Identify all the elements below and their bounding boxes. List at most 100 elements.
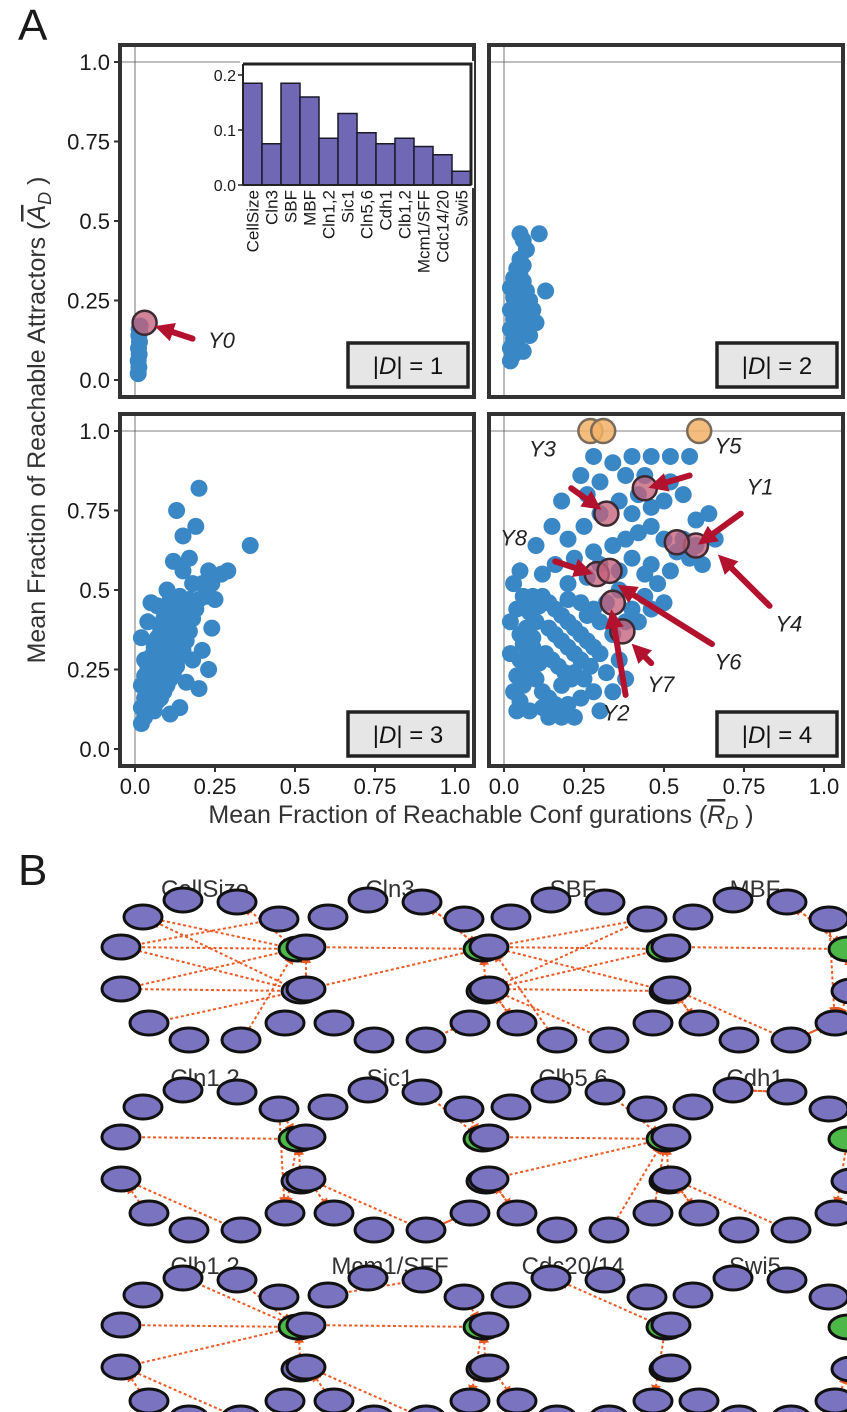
data-point <box>136 651 154 669</box>
inset-bar <box>394 137 415 186</box>
network-edge <box>294 1144 305 1174</box>
network-edge <box>613 1144 662 1224</box>
annotation-label: Y2 <box>603 700 630 725</box>
d-label: |D| = 3 <box>373 722 444 749</box>
network-node <box>632 1199 674 1227</box>
network-edge <box>496 984 660 995</box>
y-tick-label: 0.5 <box>79 578 110 603</box>
data-point <box>591 702 609 720</box>
data-point <box>553 676 571 694</box>
annotation-label: Y8 <box>500 525 528 550</box>
network-node <box>814 1387 847 1412</box>
data-point <box>575 670 593 688</box>
data-point <box>604 454 622 472</box>
network-edge <box>294 1332 305 1362</box>
y-tick-label: 0.25 <box>67 658 110 683</box>
network-node <box>216 888 258 916</box>
data-point <box>190 680 208 698</box>
network-node <box>650 1353 692 1381</box>
network-node <box>449 1009 491 1037</box>
network-node-active <box>827 935 847 963</box>
network-node <box>285 1311 327 1339</box>
network-2: Cln3 <box>285 876 507 1054</box>
panel-frame <box>487 43 845 399</box>
network-node <box>405 1216 447 1244</box>
d-label: |D| = 1 <box>373 353 444 380</box>
data-point <box>617 467 635 485</box>
network-node <box>122 1093 164 1121</box>
network-node <box>353 1216 395 1244</box>
network-node <box>808 905 847 933</box>
data-point <box>530 654 548 672</box>
d-label-part: | = 2 <box>765 353 812 380</box>
network-node <box>128 1009 170 1037</box>
y-axis-label-sub: D <box>35 192 55 205</box>
data-point <box>559 591 577 609</box>
network-edge <box>496 945 660 991</box>
network-node <box>678 1387 720 1412</box>
d-label-part: | = 4 <box>765 722 812 749</box>
network-node <box>538 1404 576 1412</box>
data-point <box>572 594 590 612</box>
network-node <box>496 1199 538 1227</box>
data-point <box>190 479 208 497</box>
network-node <box>650 1311 692 1339</box>
data-point <box>161 705 179 723</box>
network-node <box>766 1266 808 1294</box>
annotation-arrow <box>154 323 196 342</box>
data-point <box>219 562 237 580</box>
data-point <box>572 467 590 485</box>
network-node <box>584 1266 626 1294</box>
data-point <box>559 695 577 713</box>
data-point <box>180 549 198 567</box>
network-node <box>222 1404 260 1412</box>
data-point <box>203 619 221 637</box>
d-label-box <box>715 341 839 389</box>
network-edge <box>128 984 292 995</box>
network-node <box>468 975 510 1003</box>
network-node <box>584 888 626 916</box>
network-node <box>672 903 714 931</box>
inset-category-label: Clb1,2 <box>396 190 415 239</box>
network-6: Sic1 <box>285 1065 507 1244</box>
data-point <box>642 498 660 516</box>
inset-category-label: Cdc14/20 <box>434 190 453 263</box>
network-node <box>401 1266 443 1294</box>
network-edge <box>479 954 490 984</box>
data-point <box>661 447 679 465</box>
inset-bar <box>356 132 377 186</box>
data-point <box>693 556 711 574</box>
network-node <box>307 903 349 931</box>
network-edge <box>496 919 638 950</box>
annotation-label: Y7 <box>647 672 675 697</box>
network-edge <box>498 1137 659 1179</box>
network-edge <box>128 1180 233 1228</box>
network-edge <box>828 926 839 1018</box>
inset-bar <box>413 145 434 186</box>
data-point <box>585 543 603 561</box>
network-edge <box>128 919 270 950</box>
data-point <box>187 517 205 535</box>
network-node <box>814 1199 847 1227</box>
x-tick-label: 0.5 <box>649 774 680 799</box>
network-7: Clb5,6 <box>468 1065 690 1244</box>
data-point <box>623 447 641 465</box>
inset-category-label: Cdh1 <box>377 190 396 231</box>
network-node <box>468 1165 510 1193</box>
network-grid: CellSize Cln3 SBF MBF Cln1,2 Sic1 Clb5,6 Cdh1 Cl… <box>100 876 847 1412</box>
highlight-point-y6 <box>599 589 627 616</box>
network-node <box>264 1387 306 1412</box>
network-node <box>220 1216 262 1244</box>
data-point <box>158 581 176 599</box>
d-label-part: | <box>742 722 748 749</box>
scatter-panel-3: 0.0 0.25 0.5 0.75 1.0 0.0 0.25 0.5 0.75 1.0 |D| = … <box>67 412 476 799</box>
data-point <box>543 517 561 535</box>
network-node <box>307 1281 349 1309</box>
annotation-arrow <box>568 485 602 510</box>
data-point <box>575 517 593 535</box>
network-edge <box>678 1180 783 1228</box>
data-point <box>617 530 635 548</box>
d-label-part: D <box>748 353 765 380</box>
data-point <box>681 447 699 465</box>
network-node <box>122 1281 164 1309</box>
